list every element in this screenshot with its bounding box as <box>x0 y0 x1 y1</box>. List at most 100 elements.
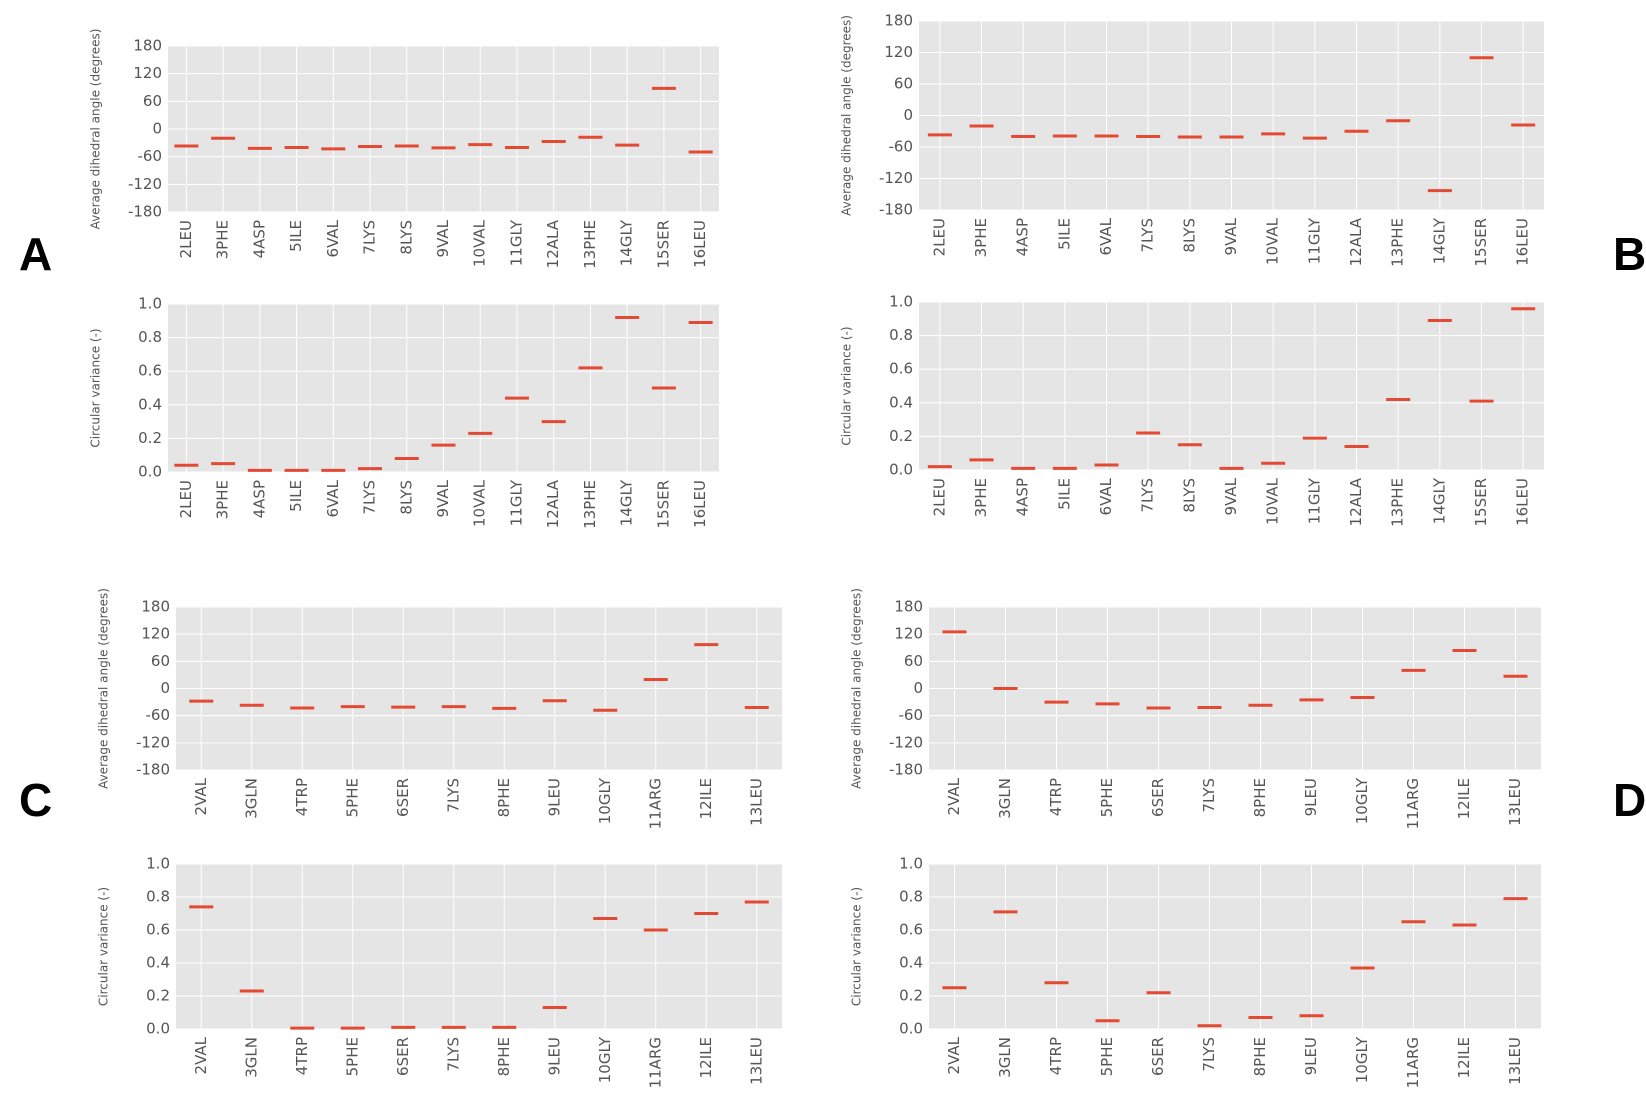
x-tick-label: 8PHE <box>1251 1037 1269 1076</box>
y-axis-label: Average dihedral angle (degrees) <box>89 29 103 230</box>
x-tick-label: 13LEU <box>1506 1037 1524 1085</box>
y-tick-label: 0.0 <box>146 1020 170 1038</box>
x-tick-label: 11ARG <box>646 1037 664 1088</box>
y-tick-label: 1.0 <box>146 855 170 873</box>
y-tick-label: -120 <box>889 733 923 751</box>
x-tick-label: 11ARG <box>1404 778 1422 829</box>
x-tick-label: 10VAL <box>471 219 489 267</box>
x-tick-label: 8PHE <box>1251 778 1269 817</box>
y-tick-label: 0.0 <box>889 461 913 479</box>
x-tick-label: 14GLY <box>1430 477 1448 524</box>
chart: -180 -120 -60 0 60 120 180 Average dihedral ang… <box>850 588 1541 829</box>
y-tick-label: 0.8 <box>138 328 162 346</box>
chart: -180 -120 -60 0 60 120 180 Average dihedral ang… <box>97 588 782 829</box>
x-tick-label: 13LEU <box>1506 778 1524 826</box>
x-tick-label: 16LEU <box>1514 218 1532 266</box>
x-tick-label: 3GLN <box>242 778 260 819</box>
y-tick-label: 1.0 <box>899 855 923 873</box>
plot-area <box>929 864 1541 1029</box>
y-tick-label: 0.6 <box>889 360 913 378</box>
x-tick-label: 4ASP <box>250 480 268 518</box>
y-tick-label: 0.8 <box>146 888 170 906</box>
x-tick-label: 12ILE <box>697 778 715 819</box>
x-tick-label: 7LYS <box>361 220 379 255</box>
x-tick-label: 13LEU <box>747 1037 765 1085</box>
y-tick-label: 0.0 <box>899 1020 923 1038</box>
y-tick-label: -180 <box>136 761 170 779</box>
y-tick-label: -120 <box>879 169 913 187</box>
x-tick-label: 3PHE <box>214 220 232 259</box>
x-tick-label: 5PHE <box>343 1037 361 1076</box>
x-tick-label: 7LYS <box>1139 218 1157 253</box>
y-tick-label: 0.6 <box>138 362 162 380</box>
y-tick-label: 120 <box>884 43 913 61</box>
chart: -180 -120 -60 0 60 120 180 Average dihedral ang… <box>840 12 1544 267</box>
y-tick-label: 60 <box>904 652 923 670</box>
y-tick-label: 60 <box>894 75 913 93</box>
plot-area <box>176 864 782 1029</box>
x-tick-label: 4TRP <box>1047 778 1065 816</box>
y-tick-label: -180 <box>879 201 913 219</box>
x-tick-label: 11ARG <box>1404 1037 1422 1088</box>
y-tick-label: 0.6 <box>899 921 923 939</box>
x-tick-label: 16LEU <box>691 220 709 268</box>
x-tick-label: 5ILE <box>1055 478 1073 510</box>
x-tick-label: 2VAL <box>192 1036 210 1074</box>
y-tick-label: -60 <box>889 138 914 156</box>
panel-label: A <box>19 228 52 280</box>
y-tick-label: -180 <box>128 203 162 221</box>
x-tick-label: 13PHE <box>1389 218 1407 267</box>
y-tick-label: 0.8 <box>899 888 923 906</box>
x-tick-label: 5ILE <box>287 480 305 512</box>
x-tick-label: 16LEU <box>1514 478 1532 526</box>
x-tick-label: 6SER <box>1149 778 1167 817</box>
x-tick-label: 12ALA <box>544 479 562 528</box>
x-tick-label: 2LEU <box>177 480 195 518</box>
x-tick-label: 4ASP <box>1014 218 1032 256</box>
x-tick-label: 10VAL <box>1264 477 1282 525</box>
x-tick-label: 2VAL <box>192 777 210 815</box>
x-tick-label: 9VAL <box>1222 477 1240 515</box>
x-tick-label: 6VAL <box>1097 217 1115 255</box>
y-tick-label: -60 <box>146 706 171 724</box>
x-tick-label: 2LEU <box>177 220 195 258</box>
x-tick-label: 12ALA <box>544 219 562 268</box>
x-tick-label: 5PHE <box>1098 778 1116 817</box>
x-tick-label: 6VAL <box>1097 477 1115 515</box>
x-tick-label: 11ARG <box>646 778 664 829</box>
x-tick-label: 6VAL <box>324 479 342 517</box>
x-tick-label: 10GLY <box>1353 777 1371 824</box>
y-tick-label: -60 <box>899 706 924 724</box>
x-tick-label: 13PHE <box>1389 478 1407 527</box>
y-tick-label: 60 <box>151 652 170 670</box>
x-tick-label: 10VAL <box>471 479 489 527</box>
y-tick-label: 180 <box>894 598 923 616</box>
x-tick-label: 10GLY <box>1353 1036 1371 1083</box>
x-tick-label: 15SER <box>1472 478 1490 527</box>
y-tick-label: 120 <box>894 625 923 643</box>
panel-label: C <box>19 774 52 826</box>
x-tick-label: 2LEU <box>930 478 948 516</box>
x-tick-label: 14GLY <box>1430 217 1448 264</box>
y-tick-label: -180 <box>889 761 923 779</box>
x-tick-label: 3PHE <box>972 478 990 517</box>
x-tick-label: 12ILE <box>697 1037 715 1078</box>
y-tick-label: 0.2 <box>899 987 923 1005</box>
panel-label: B <box>1613 228 1646 280</box>
panel-label: D <box>1613 774 1646 826</box>
y-axis-label: Average dihedral angle (degrees) <box>97 588 111 789</box>
y-tick-label: -120 <box>128 175 162 193</box>
x-tick-label: 10GLY <box>596 777 614 824</box>
chart: -180 -120 -60 0 60 120 180 Average dihedral ang… <box>89 29 719 269</box>
x-tick-label: 9LEU <box>1302 778 1320 816</box>
y-tick-label: 0.4 <box>138 395 162 413</box>
x-tick-label: 4ASP <box>250 220 268 258</box>
y-tick-label: 0 <box>903 106 913 124</box>
x-tick-label: 4ASP <box>1014 478 1032 516</box>
x-tick-label: 7LYS <box>361 480 379 515</box>
y-axis-label: Average dihedral angle (degrees) <box>850 588 864 789</box>
x-tick-label: 9VAL <box>1222 217 1240 255</box>
x-tick-label: 16LEU <box>691 480 709 528</box>
x-tick-label: 7LYS <box>1200 1037 1218 1072</box>
x-tick-label: 4TRP <box>293 1037 311 1075</box>
